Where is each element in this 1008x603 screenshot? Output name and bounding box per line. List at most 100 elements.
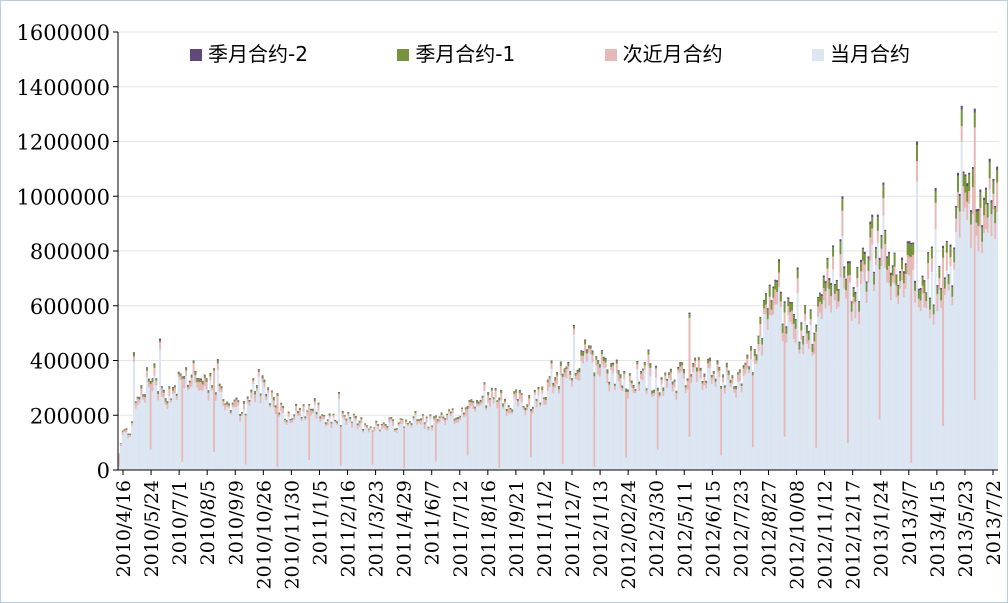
bar-segment: [269, 403, 272, 406]
bar-segment: [736, 374, 739, 382]
bar-segment: [552, 386, 555, 394]
bar-segment: [259, 394, 262, 396]
bar-segment: [949, 266, 952, 470]
bar-segment: [636, 369, 639, 470]
bar-segment: [321, 414, 324, 415]
bar-segment: [433, 416, 436, 419]
bar-segment: [582, 351, 585, 356]
bar-segment: [604, 362, 607, 368]
x-tick-label: 2012/11/12: [815, 480, 837, 590]
bar-segment: [352, 415, 355, 419]
x-tick-label: 2012/3/30: [646, 480, 668, 577]
bar-segment: [608, 391, 611, 470]
bar-segment: [459, 417, 462, 421]
bar-segment: [140, 395, 143, 470]
bar-segment: [917, 290, 920, 299]
bar-segment: [703, 373, 706, 375]
bar-segment: [632, 388, 635, 393]
bar-segment: [750, 359, 753, 470]
bar-segment: [543, 399, 546, 405]
bar-segment: [915, 161, 918, 182]
bar-segment: [177, 374, 180, 378]
x-tick-label: 2010/11/30: [281, 480, 303, 590]
bar-segment: [919, 288, 922, 290]
bar-segment: [390, 417, 393, 418]
bar-segment: [694, 367, 697, 470]
bar-segment: [778, 259, 781, 262]
bar-segment: [742, 376, 745, 470]
bar-segment: [304, 420, 307, 470]
bar-segment: [339, 425, 342, 427]
bar-segment: [295, 405, 298, 412]
bar-segment: [843, 268, 846, 278]
bar-segment: [472, 401, 475, 403]
bar-segment: [649, 364, 652, 368]
bar-segment: [203, 374, 206, 376]
bar-segment: [349, 419, 352, 422]
bar-segment: [406, 423, 409, 425]
bar-segment: [229, 410, 232, 411]
bar-segment: [889, 300, 892, 470]
bar-segment: [261, 375, 264, 377]
bar-segment: [992, 209, 995, 470]
bar-segment: [291, 419, 294, 423]
bar-segment: [858, 302, 861, 312]
bar-segment: [979, 189, 982, 193]
bar-segment: [819, 312, 822, 470]
bar-segment: [145, 367, 148, 369]
bar-segment: [530, 457, 533, 470]
bar-segment: [736, 372, 739, 374]
bar-segment: [418, 419, 421, 420]
bar-segment: [748, 369, 751, 373]
bar-segment: [442, 420, 445, 470]
bar-segment: [533, 389, 536, 391]
bar-segment: [804, 305, 807, 307]
bar-segment: [172, 390, 175, 394]
bar-segment: [602, 367, 605, 470]
bar-segment: [520, 394, 523, 403]
bar-segment: [448, 410, 451, 413]
bar-segment: [615, 363, 618, 373]
bar-segment: [934, 188, 937, 191]
bar-segment: [145, 377, 148, 470]
bar-segment: [470, 406, 473, 470]
bar-segment: [425, 416, 428, 418]
bar-segment: [377, 425, 380, 429]
bar-segment: [531, 409, 534, 414]
bar-segment: [315, 412, 318, 415]
bar-segment: [817, 298, 820, 307]
bar-segment: [462, 417, 465, 470]
bar-segment: [955, 231, 958, 470]
bar-segment: [785, 342, 788, 470]
bar-segment: [269, 405, 272, 408]
bar-segment: [643, 365, 646, 371]
bar-segment: [710, 383, 713, 470]
bar-segment: [947, 275, 950, 285]
bar-segment: [666, 388, 669, 470]
bar-segment: [485, 410, 488, 470]
bar-segment: [526, 405, 529, 408]
bar-segment: [817, 316, 820, 470]
bar-segment: [190, 386, 193, 470]
bar-segment: [774, 281, 777, 290]
bar-segment: [552, 393, 555, 470]
bar-segment: [246, 398, 249, 403]
bar-segment: [584, 344, 587, 354]
bar-segment: [194, 375, 197, 383]
bar-segment: [494, 389, 497, 391]
bar-segment: [962, 186, 965, 212]
bar-segment: [902, 273, 905, 284]
bar-segment: [185, 376, 188, 470]
bar-segment: [559, 365, 562, 376]
bar-segment: [403, 468, 406, 470]
bar-segment: [766, 329, 769, 470]
bar-segment: [472, 401, 475, 402]
bar-segment: [188, 389, 191, 470]
bar-segment: [695, 371, 698, 382]
bar-segment: [283, 420, 286, 423]
bar-segment: [638, 384, 641, 391]
bar-segment: [226, 401, 229, 403]
bar-segment: [640, 379, 643, 470]
bar-segment: [500, 393, 503, 400]
bar-segment: [379, 430, 382, 433]
